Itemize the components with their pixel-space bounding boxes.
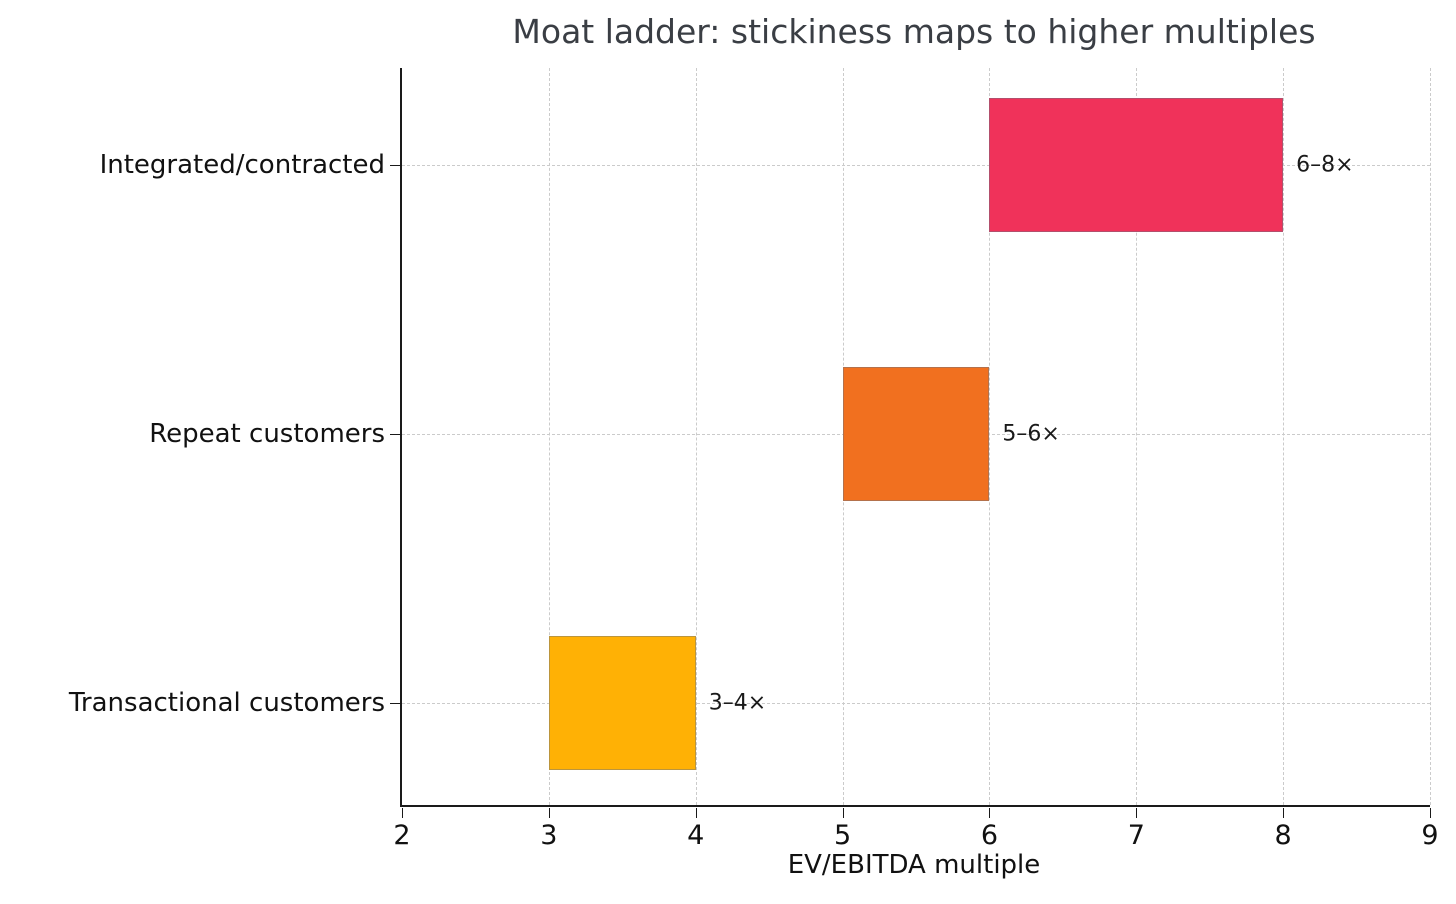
gridline-horizontal bbox=[402, 164, 1430, 166]
x-axis-tick bbox=[1283, 807, 1285, 818]
y-axis-tick bbox=[389, 433, 400, 435]
x-axis-tick bbox=[548, 807, 550, 818]
x-axis-tick bbox=[695, 807, 697, 818]
gridline-vertical bbox=[989, 68, 991, 805]
x-axis-tick bbox=[842, 807, 844, 818]
x-tick-label: 5 bbox=[833, 820, 852, 851]
bar-range-label: 3–4× bbox=[708, 690, 767, 716]
x-tick-label: 2 bbox=[393, 820, 411, 851]
x-tick-label: 3 bbox=[540, 820, 558, 851]
x-axis-tick bbox=[1430, 807, 1431, 818]
gridline-vertical bbox=[1283, 68, 1285, 805]
x-tick-label: 4 bbox=[687, 820, 705, 851]
gridline-vertical bbox=[548, 68, 550, 805]
range-bar bbox=[842, 366, 990, 502]
range-bar bbox=[989, 97, 1284, 233]
x-tick-label: 6 bbox=[980, 820, 999, 851]
gridline-vertical bbox=[1136, 68, 1138, 805]
plot-area: 2 3 4 5 6 7 8 9 Integrated/contracted Repeat cust… bbox=[69, 68, 1439, 851]
x-axis-label: EV/EBITDA multiple bbox=[787, 850, 1041, 880]
y-axis-tick bbox=[389, 702, 400, 704]
x-axis-tick bbox=[402, 807, 403, 818]
x-tick-label: 7 bbox=[1127, 820, 1145, 851]
y-category-label: Repeat customers bbox=[149, 418, 385, 449]
gridline-vertical bbox=[695, 68, 697, 805]
chart-title: Moat ladder: stickiness maps to higher m… bbox=[512, 12, 1316, 51]
gridline-horizontal bbox=[402, 702, 1430, 704]
y-axis-tick bbox=[389, 164, 400, 166]
range-bar bbox=[548, 635, 696, 771]
x-axis-tick bbox=[989, 807, 991, 818]
bar-range-label: 5–6× bbox=[1002, 421, 1060, 447]
x-tick-label: 8 bbox=[1274, 820, 1292, 851]
x-axis-tick bbox=[1136, 807, 1138, 818]
x-tick-label: 9 bbox=[1421, 820, 1439, 851]
gridline-vertical bbox=[1430, 68, 1431, 805]
bar-range-label: 6–8× bbox=[1296, 152, 1354, 178]
y-category-label: Integrated/contracted bbox=[99, 149, 385, 180]
y-category-label: Transactional customers bbox=[68, 687, 385, 718]
